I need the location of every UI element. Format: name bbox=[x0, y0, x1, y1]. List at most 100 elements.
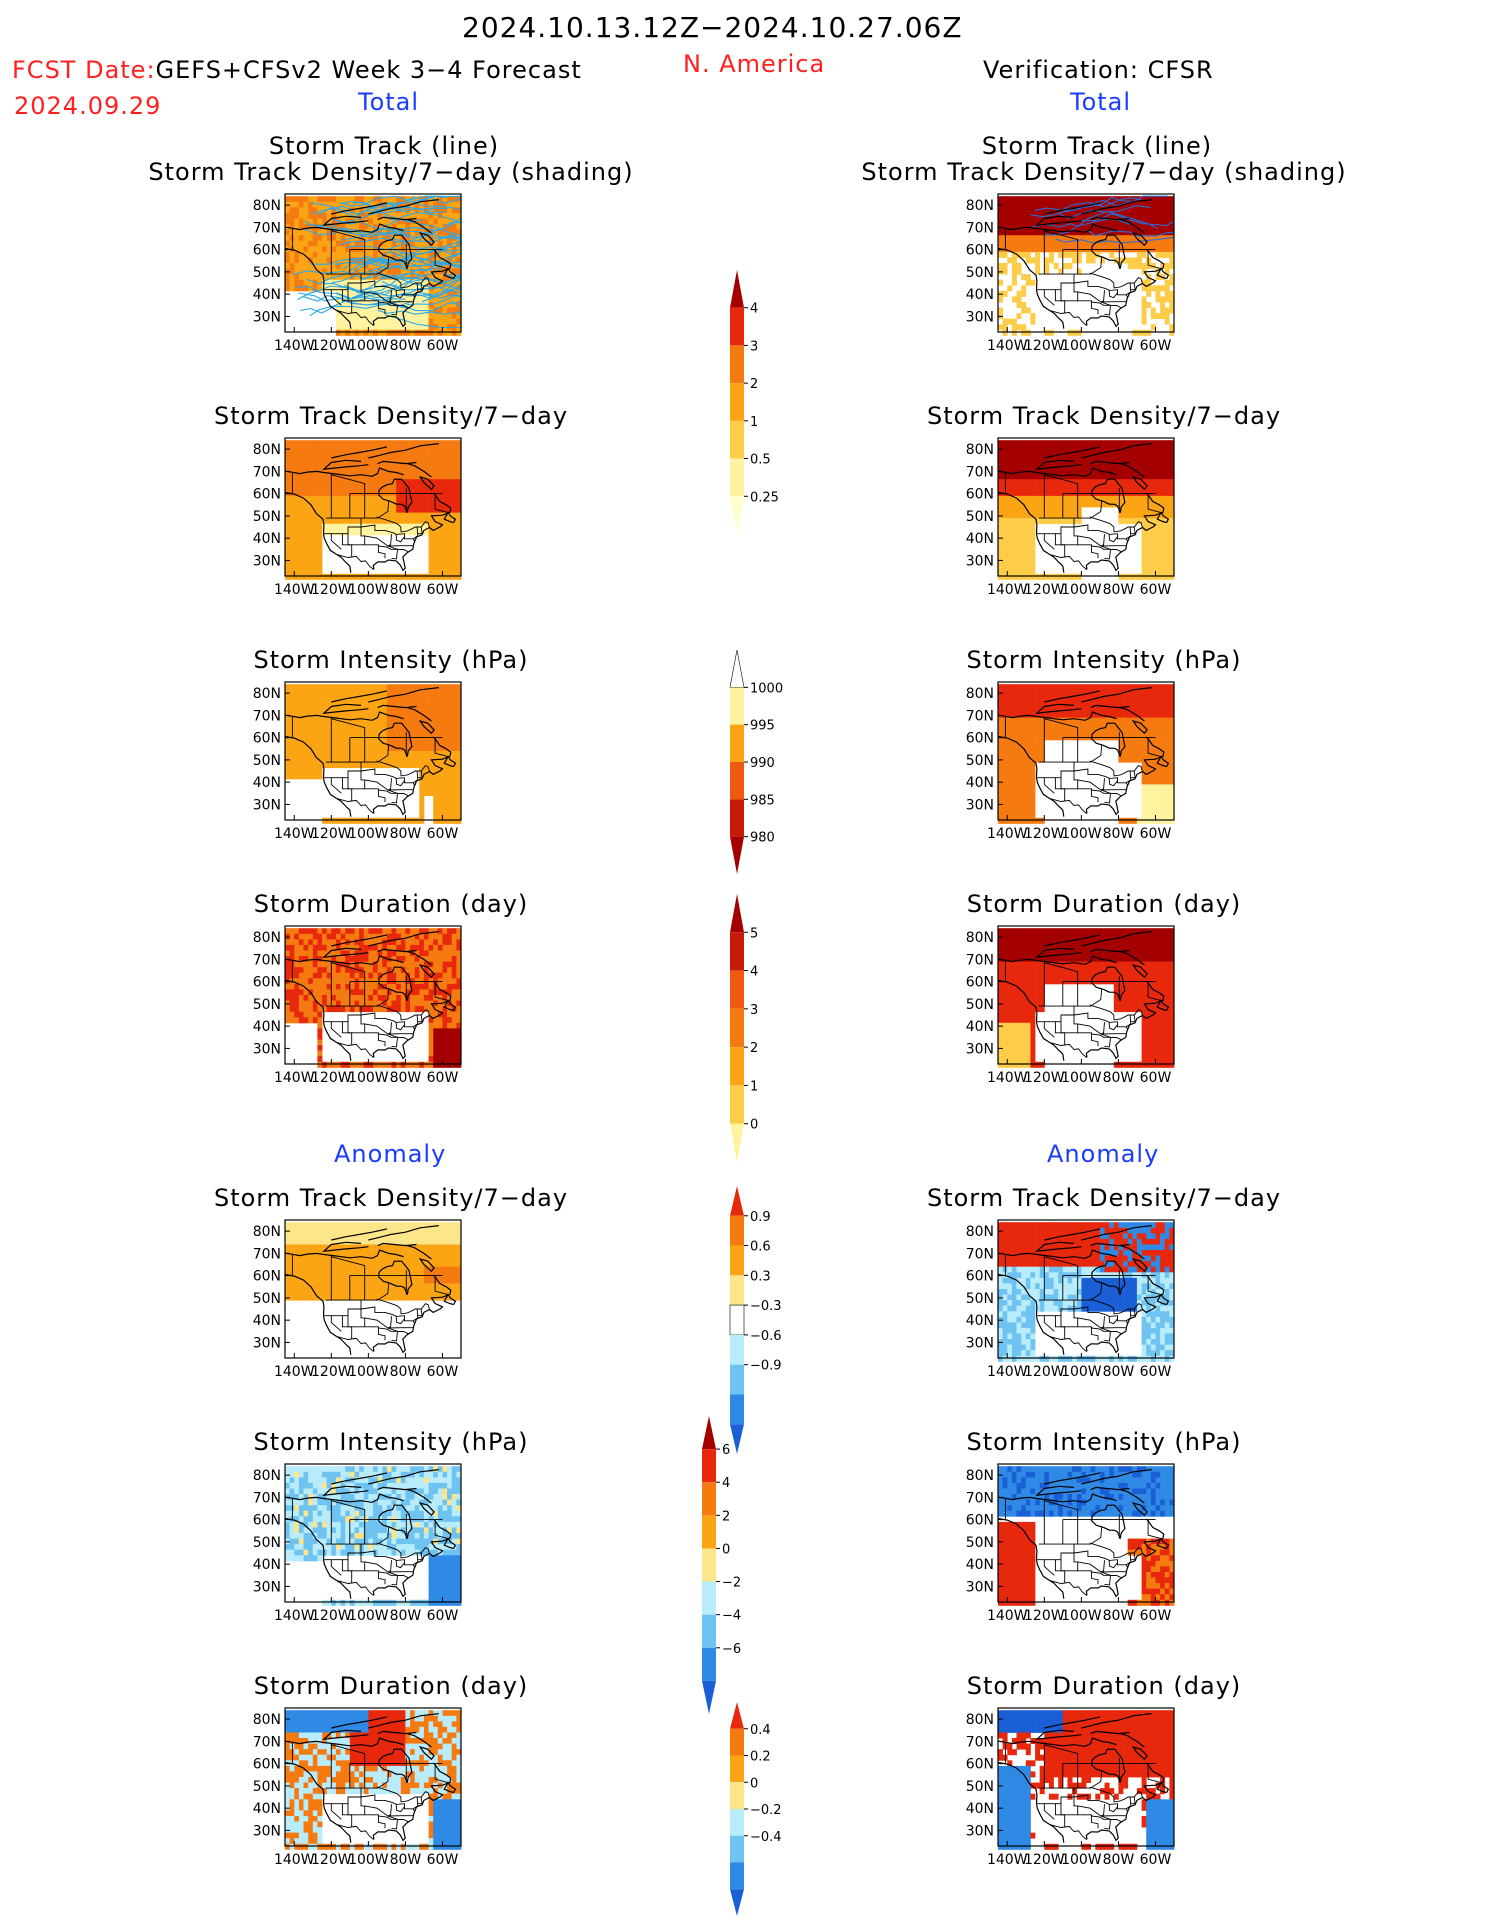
field-cell bbox=[294, 1477, 300, 1484]
field-cell bbox=[442, 1594, 448, 1601]
field-cell bbox=[437, 790, 443, 796]
field-cell bbox=[442, 817, 448, 824]
field-cell bbox=[294, 1289, 300, 1295]
field-cell bbox=[391, 473, 397, 480]
field-cell bbox=[298, 456, 304, 463]
field-cell bbox=[368, 1721, 374, 1728]
field-cell bbox=[433, 479, 439, 486]
field-cell bbox=[368, 1266, 374, 1273]
field-cell bbox=[289, 1726, 295, 1733]
field-cell bbox=[308, 445, 314, 452]
field-cell bbox=[386, 318, 392, 325]
field-cell bbox=[414, 756, 420, 763]
field-cell bbox=[298, 263, 304, 269]
field-cell bbox=[451, 939, 457, 946]
field-cell bbox=[451, 1250, 457, 1256]
field-cell bbox=[391, 717, 397, 724]
field-cell bbox=[298, 257, 304, 264]
field-cell bbox=[289, 956, 295, 962]
field-cell bbox=[382, 224, 388, 230]
coastline bbox=[377, 216, 417, 221]
field-cell bbox=[322, 1294, 328, 1301]
field-cell bbox=[391, 501, 397, 508]
field-cell bbox=[312, 1544, 318, 1551]
field-cell bbox=[298, 1527, 304, 1534]
field-cell bbox=[423, 329, 429, 336]
field-cell bbox=[437, 751, 443, 757]
field-cell bbox=[317, 1471, 323, 1478]
border-line bbox=[412, 770, 419, 784]
field-cell bbox=[428, 1050, 434, 1057]
border-line bbox=[412, 282, 419, 296]
field-cell bbox=[423, 512, 429, 519]
field-cell bbox=[303, 562, 309, 569]
field-cell bbox=[289, 212, 295, 219]
field-cell bbox=[405, 1732, 411, 1739]
lon-label: 120W bbox=[311, 826, 352, 842]
field-cell bbox=[373, 989, 378, 996]
field-cell bbox=[285, 1266, 290, 1273]
field-cell bbox=[326, 1516, 332, 1523]
field-cell bbox=[317, 462, 323, 469]
field-cell bbox=[345, 751, 351, 757]
field-cell bbox=[322, 1244, 328, 1251]
field-cell bbox=[405, 279, 411, 286]
field-cell bbox=[451, 1738, 457, 1744]
field-cell bbox=[419, 1488, 425, 1495]
field-cell bbox=[433, 1050, 439, 1057]
field-cell bbox=[294, 1222, 300, 1229]
field-cell bbox=[442, 240, 448, 247]
field-cell bbox=[363, 1521, 369, 1528]
field-cell bbox=[354, 1510, 360, 1517]
coastline bbox=[292, 467, 404, 477]
field-cell bbox=[442, 706, 448, 713]
field-cell bbox=[423, 1233, 429, 1240]
field-cell bbox=[437, 995, 443, 1001]
field-cell bbox=[456, 207, 462, 214]
field-cell bbox=[294, 995, 300, 1001]
field-cell bbox=[359, 240, 365, 247]
field-cell bbox=[428, 551, 434, 558]
field-cell bbox=[340, 1494, 346, 1500]
field-cell bbox=[405, 717, 411, 724]
field-cell bbox=[285, 939, 290, 946]
field-cell bbox=[405, 956, 411, 962]
field-cell bbox=[442, 1560, 448, 1567]
field-cell bbox=[391, 1488, 397, 1495]
field-cell bbox=[340, 1521, 346, 1528]
field-cell bbox=[335, 1726, 341, 1733]
field-cell bbox=[414, 1732, 420, 1739]
field-cell bbox=[451, 313, 457, 320]
coastline bbox=[336, 797, 352, 817]
field-cell bbox=[386, 972, 392, 979]
lon-label: 120W bbox=[311, 582, 352, 598]
field-cell bbox=[294, 285, 300, 292]
field-cell bbox=[400, 479, 406, 486]
field-cell bbox=[322, 1482, 328, 1489]
field-cell bbox=[317, 695, 323, 702]
field-cell bbox=[377, 451, 383, 458]
field-cell bbox=[447, 1710, 453, 1717]
field-cell bbox=[289, 1289, 295, 1295]
field-cell bbox=[410, 1482, 416, 1489]
field-cell bbox=[303, 928, 309, 935]
field-cell bbox=[414, 972, 420, 979]
field-cell bbox=[368, 218, 374, 225]
field-cell bbox=[308, 1715, 314, 1722]
field-cell bbox=[322, 978, 328, 985]
field-cell bbox=[335, 1277, 341, 1284]
field-cell bbox=[423, 279, 429, 286]
field-cell bbox=[447, 1594, 453, 1601]
field-cell bbox=[447, 773, 453, 780]
field-cell bbox=[456, 1527, 462, 1534]
field-cell bbox=[447, 462, 453, 469]
field-cell bbox=[363, 318, 369, 325]
field-cell bbox=[368, 967, 374, 974]
field-cell bbox=[386, 1471, 392, 1478]
field-cell bbox=[391, 1732, 397, 1739]
border-line bbox=[341, 1559, 353, 1584]
field-cell bbox=[433, 257, 439, 264]
field-cell bbox=[451, 1050, 457, 1057]
field-cell bbox=[359, 1494, 365, 1500]
field-cell bbox=[326, 1488, 332, 1495]
